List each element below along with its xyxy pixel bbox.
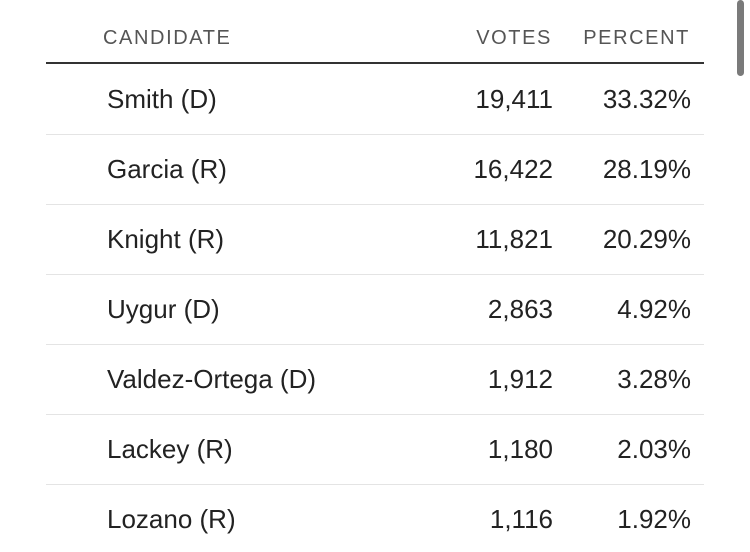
- vote-percent: 28.19%: [602, 154, 691, 184]
- vote-count: 19,411: [475, 84, 553, 114]
- vote-percent: 2.03%: [617, 434, 691, 464]
- vote-percent: 20.29%: [602, 224, 691, 254]
- vote-count: 2,863: [487, 294, 553, 324]
- vote-count: 16,422: [473, 154, 553, 184]
- row-separator: [46, 274, 704, 275]
- vote-percent: 1.92%: [617, 504, 691, 534]
- column-header: CANDIDATE: [103, 27, 232, 49]
- vote-percent: 33.32%: [602, 84, 691, 114]
- candidate-name: Uygur (D): [107, 294, 220, 324]
- candidate-name: Lackey (R): [107, 434, 233, 464]
- row-separator: [46, 414, 704, 415]
- candidate-name: Knight (R): [107, 224, 225, 254]
- vote-percent: 3.28%: [617, 364, 691, 394]
- row-separator: [46, 134, 704, 135]
- vote-count: 1,180: [487, 434, 553, 464]
- vote-count: 1,116: [489, 504, 553, 534]
- row-separator: [46, 484, 704, 485]
- column-header: PERCENT: [583, 27, 690, 49]
- candidate-name: Lozano (R): [107, 504, 236, 534]
- candidate-name: Valdez-Ortega (D): [107, 364, 317, 394]
- scrollbar[interactable]: [737, 0, 744, 76]
- vote-count: 11,821: [475, 224, 553, 254]
- column-header: VOTES: [476, 27, 552, 49]
- vote-percent: 4.92%: [617, 294, 691, 324]
- row-separator: [46, 344, 704, 345]
- header-rule: [46, 62, 704, 64]
- candidate-name: Garcia (R): [107, 154, 227, 184]
- candidate-name: Smith (D): [107, 84, 217, 114]
- vote-count: 1,912: [487, 364, 553, 394]
- row-separator: [46, 204, 704, 205]
